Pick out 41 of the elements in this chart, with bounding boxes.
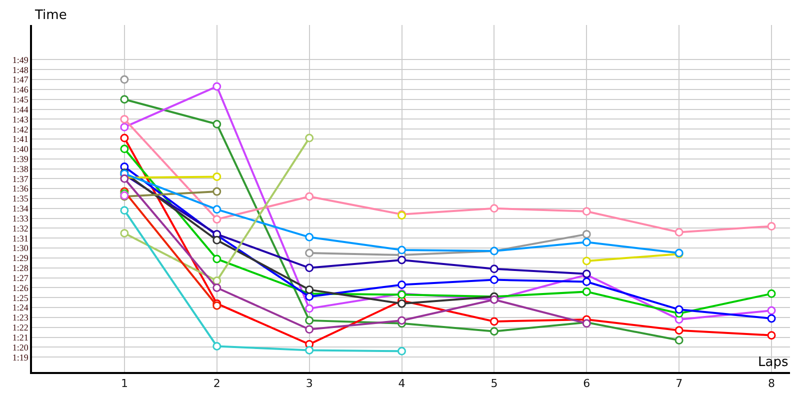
y-tick-label: 1:22: [12, 322, 28, 333]
y-tick-label: 1:35: [12, 194, 29, 204]
y-tick-label: 1:34: [12, 204, 29, 214]
y-tick-label: 1:28: [12, 263, 29, 274]
y-tick-label: 1:26: [12, 282, 29, 293]
x-tick-label: 6: [583, 376, 590, 390]
x-axis-title: Laps: [758, 355, 788, 370]
x-tick-label: 3: [306, 376, 313, 390]
y-tick-label: 1:33: [12, 213, 29, 224]
y-tick-label: 1:40: [12, 144, 29, 154]
y-tick-label: 1:32: [12, 223, 28, 234]
x-tick-label: 4: [398, 376, 406, 390]
y-tick-label: 1:38: [12, 164, 29, 174]
y-tick-label: 1:23: [12, 312, 29, 323]
y-tick-label: 1:24: [12, 302, 29, 313]
y-tick-label: 1:30: [12, 243, 29, 254]
y-axis-title: Time: [34, 8, 67, 23]
y-tick-label: 1:27: [12, 272, 29, 283]
x-tick-label: 7: [676, 376, 683, 390]
y-tick-label: 1:19: [12, 352, 29, 362]
y-tick-label: 1:36: [12, 184, 29, 194]
y-tick-label: 1:20: [12, 342, 29, 352]
y-tick-label: 1:25: [12, 292, 29, 303]
x-tick-label: 8: [768, 376, 776, 390]
y-tick-label: 1:21: [12, 332, 28, 342]
x-tick-label: 1: [120, 376, 128, 390]
y-tick-label: 1:41: [12, 134, 28, 144]
y-tick-label: 1:42: [12, 124, 28, 134]
y-tick-label: 1:47: [12, 74, 29, 85]
y-tick-label: 1:43: [12, 114, 29, 124]
y-tick-label: 1:46: [12, 84, 29, 95]
y-tick-label: 1:31: [12, 233, 28, 244]
y-tick-label: 1:29: [12, 253, 29, 264]
y-tick-label: 1:37: [12, 174, 29, 184]
y-tick-label: 1:49: [12, 54, 29, 65]
y-tick-label: 1:39: [12, 154, 29, 164]
x-tick-label: 5: [490, 376, 498, 390]
x-tick-label: 2: [213, 376, 220, 390]
y-tick-label: 1:48: [12, 64, 29, 75]
y-tick-label: 1:44: [12, 104, 29, 114]
y-tick-label: 1:45: [12, 94, 29, 105]
